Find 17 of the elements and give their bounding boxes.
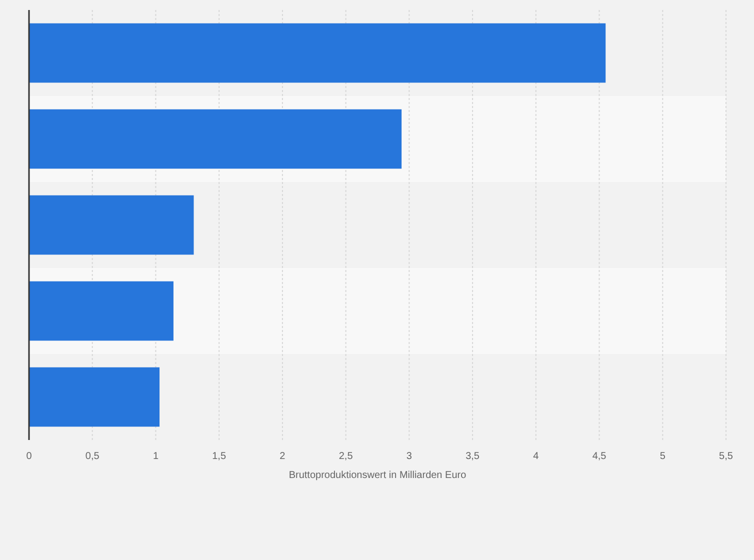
x-tick-label: 4,5 [592, 451, 607, 462]
bar [29, 367, 160, 427]
x-tick-label: 3,5 [466, 451, 480, 462]
x-tick-label: 0 [26, 451, 32, 462]
x-tick-label: 2,5 [338, 451, 354, 462]
x-tick-label: 1 [152, 451, 159, 462]
x-tick-label: 1,5 [212, 451, 226, 462]
x-tick-label: 4 [533, 451, 540, 462]
bar [29, 281, 174, 341]
x-tick-label: 0,5 [85, 451, 100, 462]
x-tick-label: 3 [406, 451, 412, 462]
x-tick-label: 5,5 [719, 451, 734, 462]
bar [29, 109, 402, 169]
x-tick-label: 5 [660, 451, 666, 462]
x-tick-label: 2 [280, 451, 286, 462]
x-axis-title: Bruttoproduktionswert in Milliarden Euro [288, 470, 467, 481]
bar [29, 195, 194, 255]
